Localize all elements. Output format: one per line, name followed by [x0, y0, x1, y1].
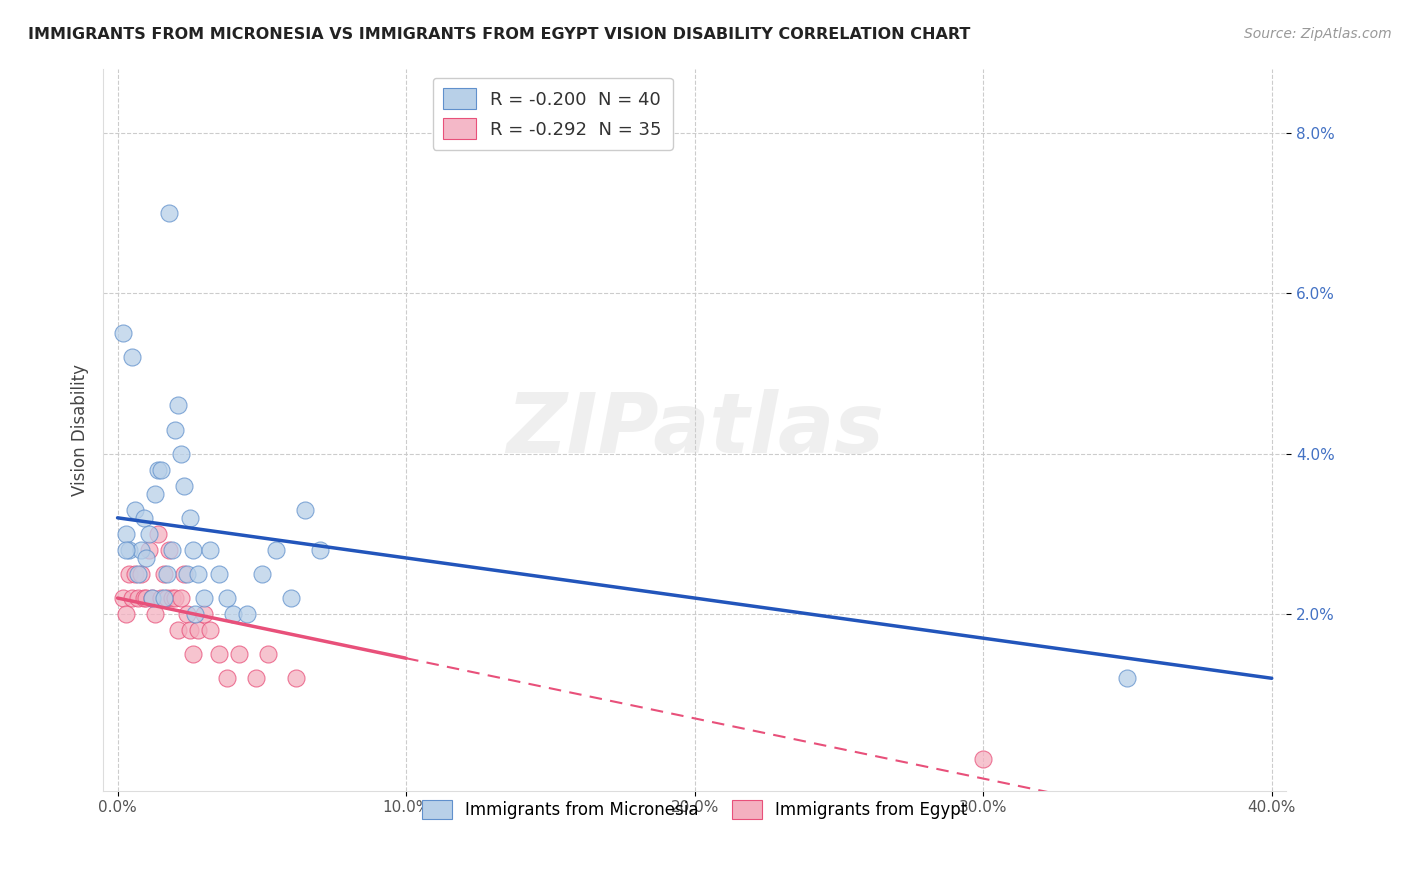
- Point: [207, 566, 229, 581]
- Point: [112, 591, 135, 605]
- Point: [121, 591, 143, 605]
- Point: [170, 591, 193, 605]
- Point: [207, 647, 229, 661]
- Point: [124, 503, 146, 517]
- Point: [181, 542, 204, 557]
- Point: [198, 542, 221, 557]
- Point: [193, 591, 215, 605]
- Point: [146, 527, 169, 541]
- Point: [181, 647, 204, 661]
- Point: [118, 566, 141, 581]
- Point: [173, 566, 195, 581]
- Point: [173, 479, 195, 493]
- Point: [170, 447, 193, 461]
- Point: [127, 566, 149, 581]
- Point: [236, 607, 259, 621]
- Legend: Immigrants from Micronesia, Immigrants from Egypt: Immigrants from Micronesia, Immigrants f…: [415, 793, 974, 826]
- Point: [1116, 671, 1139, 685]
- Point: [129, 566, 152, 581]
- Y-axis label: Vision Disability: Vision Disability: [72, 364, 89, 496]
- Point: [162, 542, 184, 557]
- Point: [115, 527, 138, 541]
- Point: [138, 527, 160, 541]
- Point: [115, 542, 138, 557]
- Point: [245, 671, 267, 685]
- Point: [179, 623, 201, 637]
- Text: Source: ZipAtlas.com: Source: ZipAtlas.com: [1244, 27, 1392, 41]
- Point: [187, 566, 209, 581]
- Point: [146, 463, 169, 477]
- Point: [308, 542, 330, 557]
- Point: [184, 607, 207, 621]
- Point: [135, 550, 157, 565]
- Point: [138, 542, 160, 557]
- Point: [167, 623, 190, 637]
- Point: [264, 542, 287, 557]
- Point: [179, 511, 201, 525]
- Point: [132, 511, 155, 525]
- Text: ZIPatlas: ZIPatlas: [506, 389, 883, 470]
- Point: [132, 591, 155, 605]
- Point: [149, 591, 172, 605]
- Point: [135, 591, 157, 605]
- Point: [155, 566, 177, 581]
- Point: [187, 623, 209, 637]
- Point: [294, 503, 316, 517]
- Point: [152, 566, 174, 581]
- Point: [198, 623, 221, 637]
- Point: [176, 607, 198, 621]
- Point: [155, 591, 177, 605]
- Text: IMMIGRANTS FROM MICRONESIA VS IMMIGRANTS FROM EGYPT VISION DISABILITY CORRELATIO: IMMIGRANTS FROM MICRONESIA VS IMMIGRANTS…: [28, 27, 970, 42]
- Point: [141, 591, 163, 605]
- Point: [159, 542, 181, 557]
- Point: [165, 423, 187, 437]
- Point: [162, 591, 184, 605]
- Point: [228, 647, 250, 661]
- Point: [129, 542, 152, 557]
- Point: [217, 671, 239, 685]
- Point: [176, 566, 198, 581]
- Point: [127, 591, 149, 605]
- Point: [222, 607, 245, 621]
- Point: [167, 399, 190, 413]
- Point: [141, 591, 163, 605]
- Point: [112, 326, 135, 341]
- Point: [250, 566, 273, 581]
- Point: [159, 206, 181, 220]
- Point: [118, 542, 141, 557]
- Point: [121, 351, 143, 365]
- Point: [193, 607, 215, 621]
- Point: [165, 591, 187, 605]
- Point: [143, 607, 166, 621]
- Point: [217, 591, 239, 605]
- Point: [124, 566, 146, 581]
- Point: [972, 751, 994, 765]
- Point: [115, 607, 138, 621]
- Point: [256, 647, 278, 661]
- Point: [280, 591, 302, 605]
- Point: [152, 591, 174, 605]
- Point: [143, 487, 166, 501]
- Point: [149, 463, 172, 477]
- Point: [285, 671, 308, 685]
